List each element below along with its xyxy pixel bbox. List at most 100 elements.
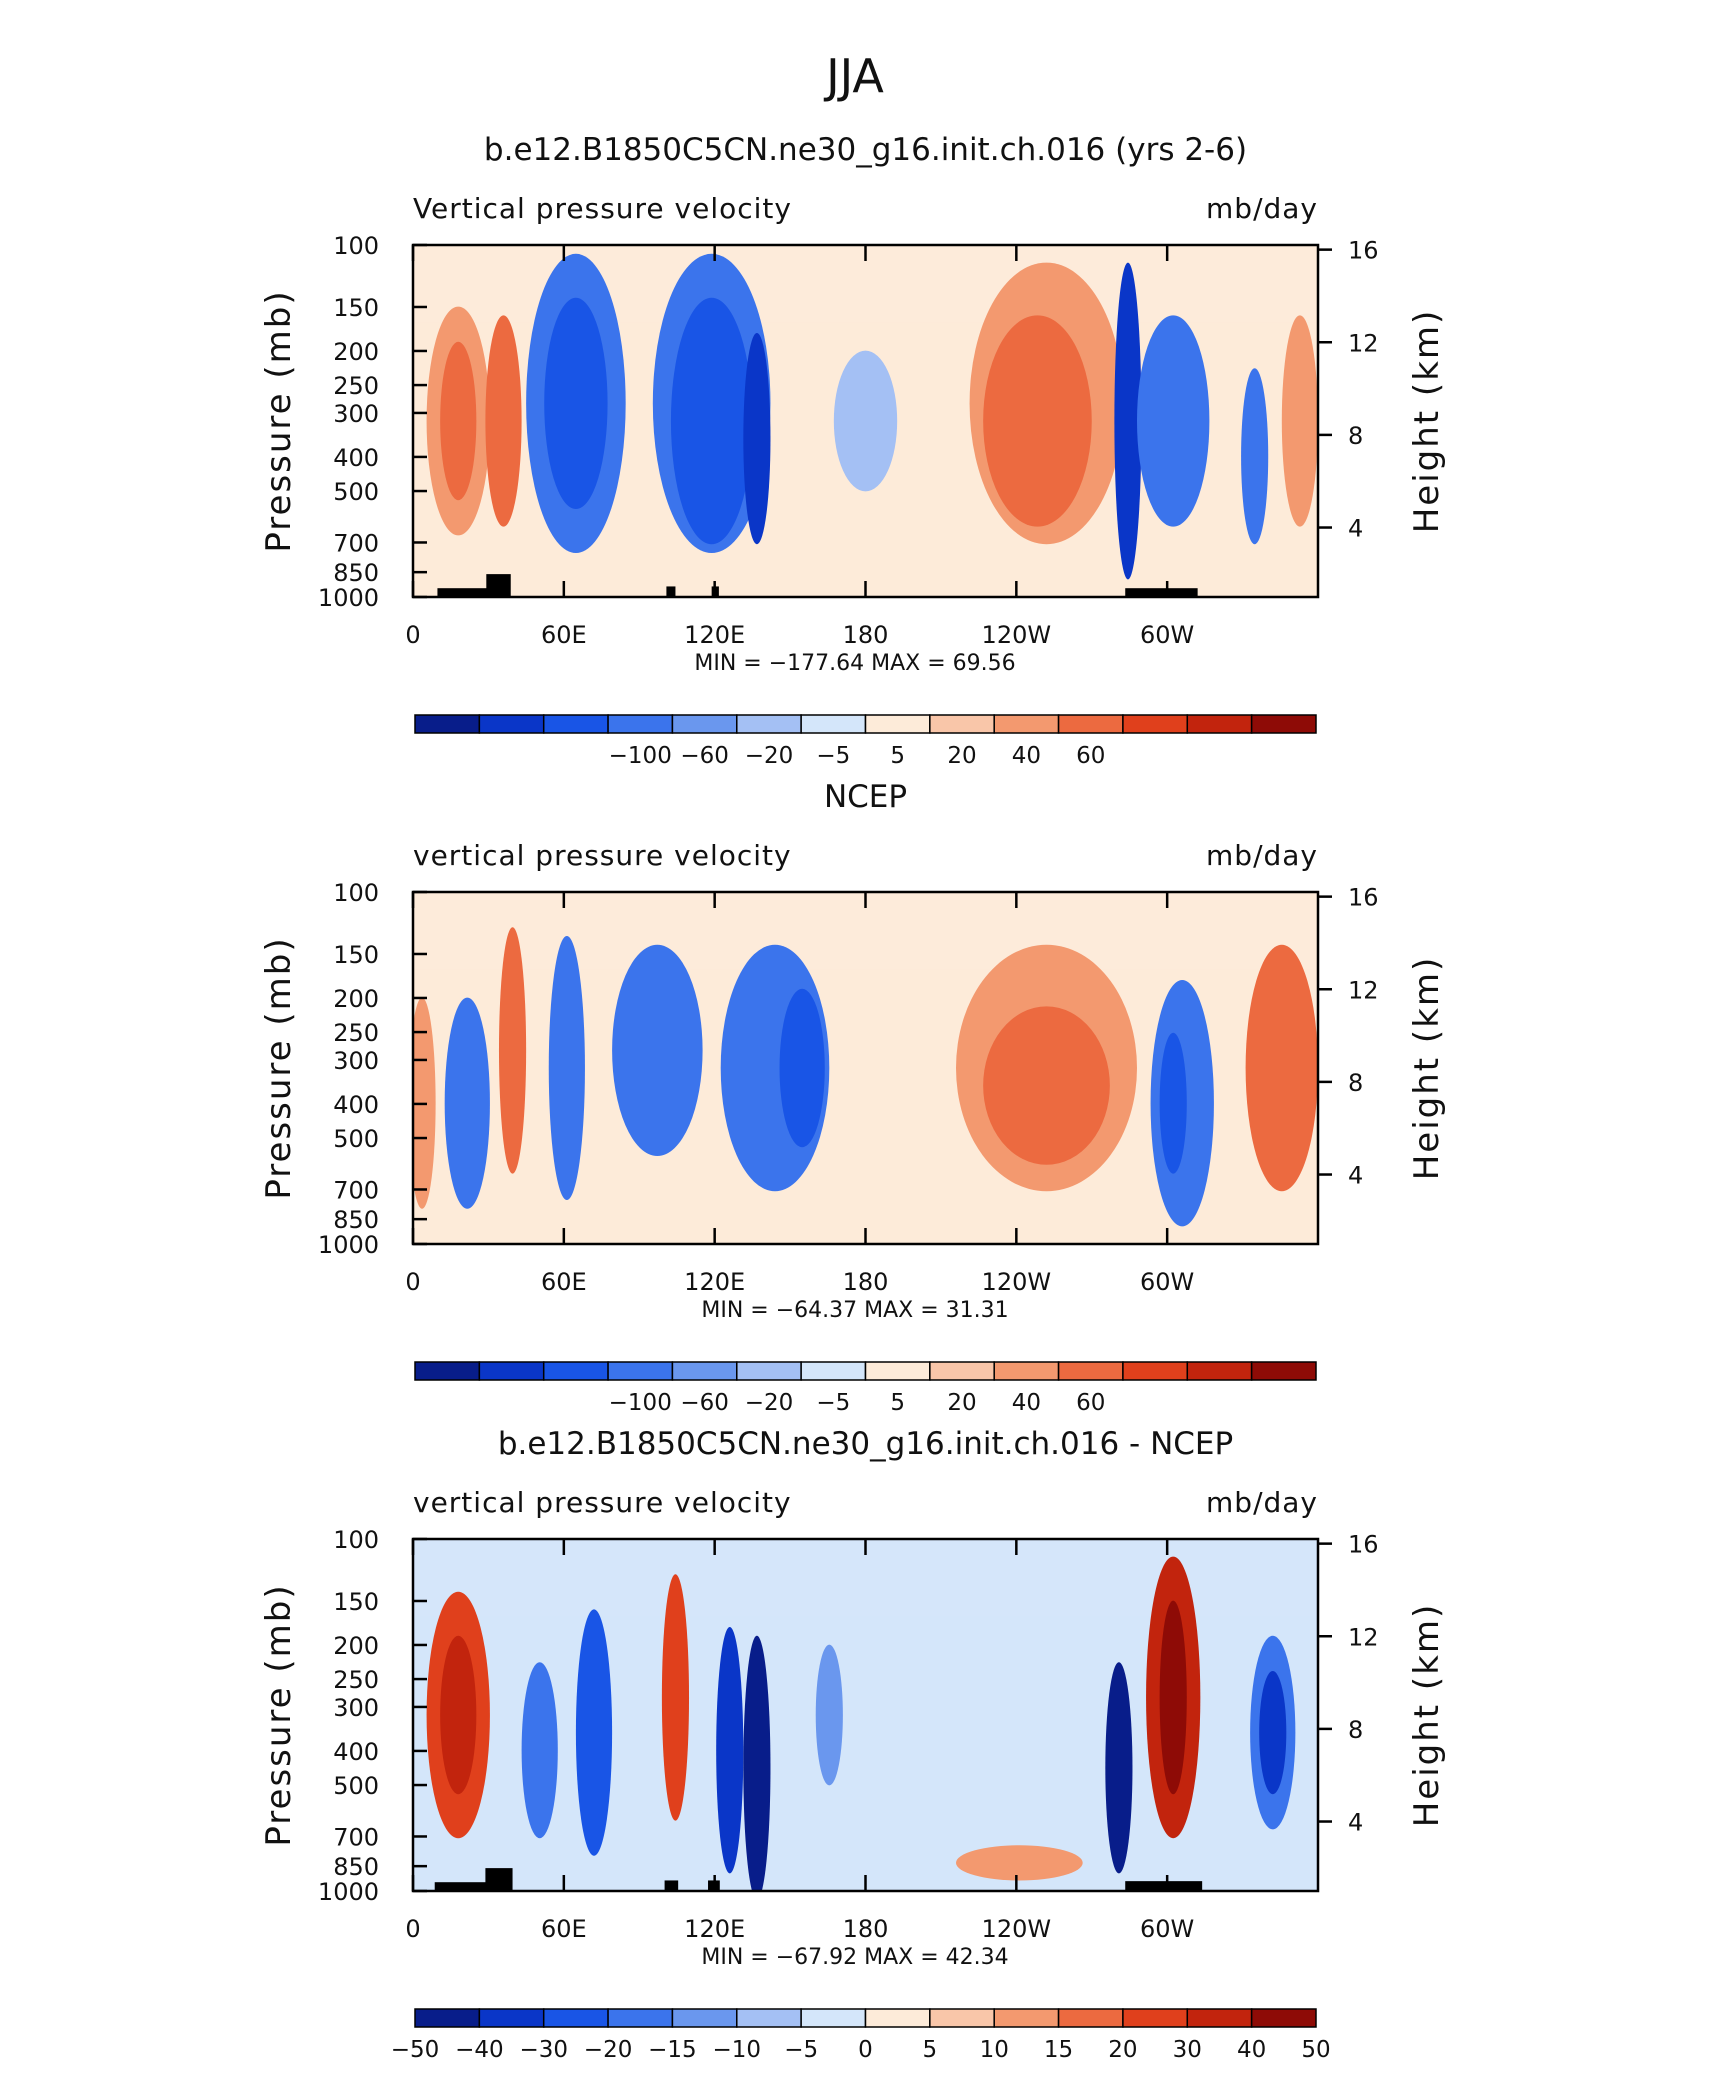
colorbar-swatch <box>736 1361 802 1381</box>
contour-feature <box>498 927 527 1174</box>
y-axis-title: Pressure (mb) <box>259 936 299 1199</box>
y-tick-right-label: 8 <box>1348 1716 1363 1744</box>
colorbar-swatch <box>1122 1361 1189 1381</box>
x-tick-label: 60E <box>541 1268 587 1296</box>
contour-feature <box>661 1574 690 1821</box>
contour-feature <box>575 1609 613 1856</box>
colorbar-swatch <box>1186 1361 1253 1381</box>
colorbar-swatch <box>414 2008 481 2028</box>
y-tick-label: 300 <box>333 1047 379 1075</box>
contour-feature <box>779 988 825 1148</box>
colorbar: −50 −40 −30 −20 −15 −10 −5 0 5 10 15 20 30 40 50 <box>391 2008 1331 2063</box>
y-tick-label: 150 <box>333 294 379 322</box>
panel-units-label: mb/day <box>1206 192 1318 225</box>
y-tick-label: 850 <box>333 1853 379 1881</box>
colorbar-swatch <box>993 714 1060 734</box>
contour-feature <box>1114 262 1142 580</box>
contour-feature <box>1245 944 1318 1192</box>
panel-left-label: vertical pressure velocity <box>413 1486 792 1519</box>
panel-units-label: mb/day <box>1206 839 1318 872</box>
colorbar-tick-label: 20 <box>947 1390 976 1416</box>
y-tick-label: 250 <box>333 1019 379 1047</box>
colorbar-tick-label: −20 <box>745 743 794 769</box>
x-tick-label: 120E <box>684 621 745 649</box>
colorbar-swatch <box>671 2008 738 2028</box>
colorbar-swatch <box>542 714 609 734</box>
colorbar-tick-label: 15 <box>1044 2037 1073 2063</box>
colorbar-swatch <box>607 714 674 734</box>
colorbar: −100 −60 −20 −5 5 20 40 60 <box>414 714 1317 769</box>
y-axis-right-title: Height (km) <box>1407 956 1447 1181</box>
contour-feature <box>983 315 1092 527</box>
colorbar-swatch <box>1186 714 1253 734</box>
x-tick-label: 120E <box>684 1268 745 1296</box>
colorbar-tick-label: −15 <box>648 2037 697 2063</box>
colorbar-swatch <box>736 714 802 734</box>
colorbar-tick-label: −5 <box>816 743 850 769</box>
y-tick-label: 300 <box>333 400 379 428</box>
y-tick-label: 1000 <box>318 1878 379 1906</box>
colorbar-swatch <box>414 714 481 734</box>
colorbar-tick-label: −100 <box>609 1390 672 1416</box>
colorbar-tick-label: −10 <box>713 2037 762 2063</box>
contour-feature <box>1241 368 1269 545</box>
y-tick-label: 200 <box>333 1632 379 1660</box>
colorbar-swatch <box>1057 2008 1124 2028</box>
contour-feature <box>716 1627 744 1874</box>
colorbar-tick-label: 5 <box>923 2037 938 2063</box>
colorbar-swatch <box>414 1361 481 1381</box>
x-tick-label: 60W <box>1140 621 1194 649</box>
y-tick-label: 300 <box>333 1694 379 1722</box>
topography-mask <box>1125 588 1198 597</box>
contour-feature <box>1159 1600 1187 1795</box>
panel-3: b.e12.B1850C5CN.ne30_g16.init.ch.016 - N… <box>259 1426 1447 2063</box>
y-tick-label: 700 <box>333 1176 379 1204</box>
y-tick-label: 400 <box>333 1738 379 1766</box>
contour-feature <box>743 333 771 545</box>
contour-feature <box>1137 315 1210 527</box>
x-tick-label: 60E <box>541 1915 587 1943</box>
colorbar-swatch <box>929 2008 995 2028</box>
colorbar-swatch <box>1250 1361 1317 1381</box>
panel-2: NCEP vertical pressure velocity mb/day 0 60E… <box>259 779 1447 1416</box>
colorbar-tick-label: 60 <box>1076 743 1105 769</box>
y-tick-right-label: 16 <box>1348 237 1379 265</box>
colorbar-swatch <box>736 2008 802 2028</box>
colorbar-tick-label: 20 <box>947 743 976 769</box>
contour-feature <box>548 936 585 1200</box>
contour-feature <box>833 350 898 492</box>
y-tick-right-label: 12 <box>1348 329 1379 357</box>
contour-field <box>413 1539 1318 1891</box>
y-tick-label: 400 <box>333 1091 379 1119</box>
y-tick-right-label: 8 <box>1348 1069 1363 1097</box>
contour-feature <box>1159 1032 1187 1174</box>
topography-mask <box>666 586 676 597</box>
topography-mask <box>664 1880 679 1891</box>
colorbar-swatch <box>1122 2008 1189 2028</box>
y-tick-label: 850 <box>333 1206 379 1234</box>
colorbar-tick-label: −20 <box>584 2037 633 2063</box>
colorbar-swatch <box>478 2008 545 2028</box>
colorbar-tick-label: 50 <box>1301 2037 1330 2063</box>
colorbar-swatch <box>1122 714 1189 734</box>
topography-mask <box>486 574 511 597</box>
colorbar-tick-label: 40 <box>1012 1390 1041 1416</box>
x-tick-label: 120W <box>982 1268 1052 1296</box>
x-tick-label: 0 <box>405 1268 420 1296</box>
x-tick-label: 120W <box>982 1915 1052 1943</box>
panels: b.e12.B1850C5CN.ne30_g16.init.ch.016 (yr… <box>259 132 1447 2063</box>
y-tick-label: 1000 <box>318 1231 379 1259</box>
y-tick-label: 700 <box>333 1823 379 1851</box>
y-tick-right-label: 8 <box>1348 422 1363 450</box>
colorbar-swatch <box>864 2008 931 2028</box>
figure-title: JJA <box>823 49 884 103</box>
panel-title: NCEP <box>824 779 907 815</box>
contour-feature <box>670 297 753 545</box>
y-tick-label: 100 <box>333 1526 379 1554</box>
topography-mask <box>1125 1881 1203 1891</box>
colorbar-swatch <box>864 1361 931 1381</box>
colorbar-swatch <box>800 1361 867 1381</box>
y-tick-right-label: 16 <box>1348 884 1379 912</box>
colorbar-swatch <box>542 2008 609 2028</box>
y-axis-right-title: Height (km) <box>1407 1603 1447 1828</box>
